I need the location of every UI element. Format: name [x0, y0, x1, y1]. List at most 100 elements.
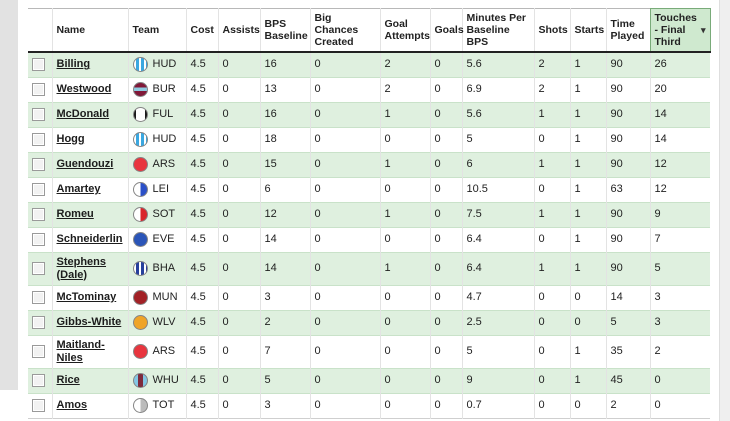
cell-touches_final_third: 7: [649, 227, 710, 252]
cell-goals: 0: [429, 152, 462, 177]
column-header-touches_final_third[interactable]: Touches - Final Third ▾: [649, 8, 711, 52]
cell-bps_baseline: 13: [259, 77, 310, 102]
team-badge-ars-icon: [132, 157, 148, 172]
row-checkbox[interactable]: [32, 232, 45, 246]
player-name-link[interactable]: Rice: [56, 374, 80, 386]
cell-assists: 0: [217, 393, 260, 418]
cell-assists: 0: [217, 52, 260, 77]
select-cell: [28, 102, 52, 127]
cell-minutes_per_baseline_bps: 5.6: [461, 102, 534, 127]
player-name-link[interactable]: Guendouzi: [56, 158, 114, 170]
column-header-minutes_per_baseline_bps[interactable]: Minutes Per Baseline BPS: [461, 8, 534, 52]
column-header-goal_attempts[interactable]: Goal Attempts: [379, 8, 430, 52]
player-name-link[interactable]: Maitland-Niles: [56, 338, 105, 364]
player-name-link[interactable]: Stephens (Dale): [56, 255, 107, 281]
player-name-link[interactable]: McTominay: [56, 291, 117, 303]
cell-team: BUR: [127, 77, 186, 102]
select-cell: [28, 393, 52, 418]
player-name-link[interactable]: Gibbs-White: [56, 316, 122, 328]
player-name-link[interactable]: Billing: [56, 58, 91, 71]
column-header-bps_baseline[interactable]: BPS Baseline: [259, 8, 310, 52]
cell-touches_final_third: 12: [649, 177, 710, 202]
row-checkbox[interactable]: [32, 82, 45, 96]
column-header-assists[interactable]: Assists: [217, 8, 260, 52]
column-header-cost[interactable]: Cost: [185, 8, 218, 52]
player-name-link[interactable]: Amos: [56, 399, 88, 411]
column-header-name[interactable]: Name: [51, 8, 128, 52]
cell-big_chances_created: 0: [309, 177, 380, 202]
row-checkbox[interactable]: [32, 290, 45, 304]
player-name-link[interactable]: Westwood: [56, 83, 112, 95]
cell-goal_attempts: 2: [379, 77, 430, 102]
row-checkbox[interactable]: [32, 58, 45, 72]
cell-time_played: 90: [605, 252, 650, 285]
player-name-link[interactable]: Amartey: [56, 183, 101, 195]
select-cell: [28, 252, 52, 285]
cell-goals: 0: [429, 252, 462, 285]
row-checkbox[interactable]: [32, 157, 45, 171]
column-header-big_chances_created[interactable]: Big Chances Created: [309, 8, 380, 52]
cell-touches_final_third: 0: [649, 393, 710, 418]
column-header-starts[interactable]: Starts: [569, 8, 606, 52]
cell-team: EVE: [127, 227, 186, 252]
team-code: HUD: [152, 133, 177, 145]
cell-starts: 1: [569, 202, 606, 227]
cell-minutes_per_baseline_bps: 6.4: [461, 252, 534, 285]
row-checkbox[interactable]: [32, 182, 45, 196]
cell-minutes_per_baseline_bps: 6.9: [461, 77, 534, 102]
column-header-team[interactable]: Team: [127, 8, 186, 52]
scrollbar-track[interactable]: [719, 0, 730, 421]
column-header-label: Name: [56, 24, 86, 36]
select-cell: [28, 202, 52, 227]
column-header-time_played[interactable]: Time Played: [605, 8, 650, 52]
table-row: Hogg HUD 4.5 0 18 0 0 0 5 0 1 90 14: [28, 127, 710, 152]
table-row: Romeu SOT 4.5 0 12 0 1 0 7.5 1 1 90 9: [28, 202, 710, 227]
select-cell: [28, 335, 52, 368]
player-name-link[interactable]: McDonald: [56, 108, 110, 120]
player-name-link[interactable]: Schneiderlin: [56, 233, 123, 245]
row-checkbox[interactable]: [32, 107, 45, 121]
row-checkbox[interactable]: [32, 373, 45, 387]
player-name-link[interactable]: Romeu: [56, 208, 94, 220]
cell-assists: 0: [217, 177, 260, 202]
row-checkbox[interactable]: [32, 132, 45, 146]
team-code: BUR: [152, 83, 176, 95]
cell-cost: 4.5: [185, 335, 218, 368]
cell-team: LEI: [127, 177, 186, 202]
cell-goal_attempts: 0: [379, 227, 430, 252]
team-code: BHA: [152, 262, 176, 274]
row-checkbox[interactable]: [32, 398, 45, 412]
player-name-link[interactable]: Hogg: [56, 133, 85, 145]
cell-big_chances_created: 0: [309, 227, 380, 252]
row-checkbox[interactable]: [32, 207, 45, 221]
cell-goal_attempts: 1: [379, 202, 430, 227]
sort-arrow-icon[interactable]: ▾: [700, 25, 706, 35]
select-cell: [28, 368, 52, 393]
cell-bps_baseline: 16: [259, 52, 310, 77]
cell-big_chances_created: 0: [309, 393, 380, 418]
select-cell: [28, 152, 52, 177]
column-header-goals[interactable]: Goals: [429, 8, 464, 52]
cell-name: Maitland-Niles: [51, 335, 128, 368]
column-header-label: Minutes Per Baseline BPS: [466, 12, 527, 48]
cell-cost: 4.5: [185, 152, 218, 177]
cell-goals: 0: [429, 52, 462, 77]
team-code: HUD: [152, 58, 177, 71]
column-header-label: Assists: [222, 24, 260, 36]
column-header-select: [28, 8, 52, 52]
row-checkbox[interactable]: [32, 344, 45, 358]
cell-touches_final_third: 3: [649, 310, 710, 335]
column-header-shots[interactable]: Shots: [533, 8, 570, 52]
cell-bps_baseline: 2: [259, 310, 310, 335]
cell-touches_final_third: 2: [649, 335, 710, 368]
cell-shots: 2: [533, 52, 570, 77]
cell-shots: 0: [533, 127, 570, 152]
row-checkbox[interactable]: [32, 261, 45, 275]
cell-assists: 0: [217, 202, 260, 227]
cell-goal_attempts: 1: [379, 102, 430, 127]
cell-assists: 0: [217, 368, 260, 393]
cell-cost: 4.5: [185, 177, 218, 202]
team-badge-ars-icon: [132, 344, 148, 359]
row-checkbox[interactable]: [32, 315, 45, 329]
cell-assists: 0: [217, 102, 260, 127]
